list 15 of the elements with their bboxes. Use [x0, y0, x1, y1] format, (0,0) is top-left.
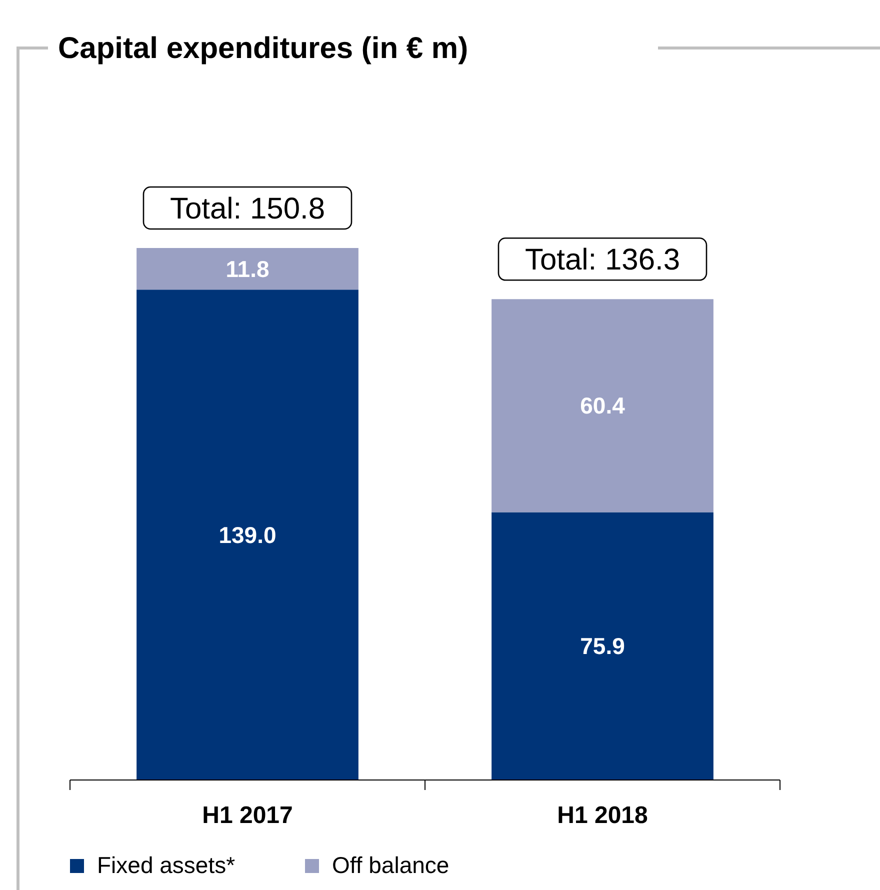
legend-label: Off balance: [332, 852, 450, 878]
bar: [492, 512, 714, 780]
data-label: 75.9: [580, 633, 625, 660]
total-label: Total: 150.8: [170, 192, 326, 226]
x-tick-label: H1 2017: [202, 802, 293, 829]
data-label: 139.0: [218, 522, 276, 548]
data-label: 60.4: [580, 392, 626, 419]
total-label: Total: 136.3: [524, 244, 680, 277]
bar: [136, 248, 358, 290]
bar: [492, 299, 714, 512]
x-tick-label: H1 2018: [557, 802, 648, 829]
data-label: 11.8: [226, 256, 270, 282]
legend-label: Fixed assets*: [97, 852, 236, 878]
bar: [136, 290, 358, 780]
chart-title: Capital expenditures (in € m): [58, 32, 468, 65]
